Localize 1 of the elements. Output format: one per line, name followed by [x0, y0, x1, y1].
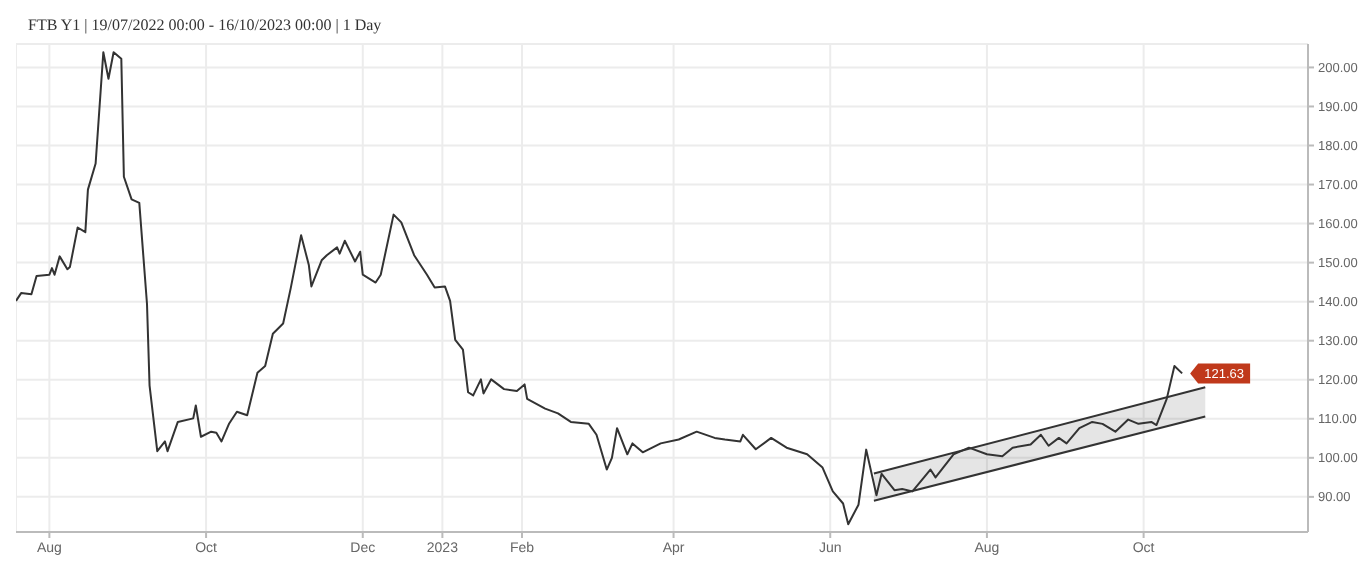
- chart-title: FTB Y1 | 19/07/2022 00:00 - 16/10/2023 00:00 | 1 Day: [28, 16, 382, 34]
